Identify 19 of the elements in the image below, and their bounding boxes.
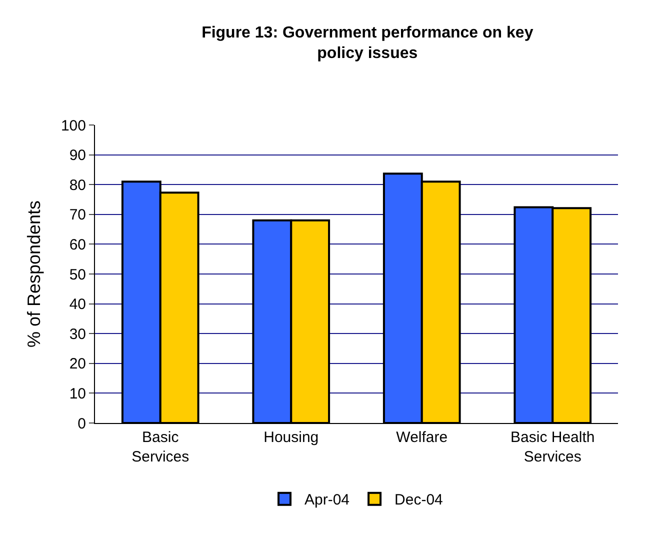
y-axis-title: % of Respondents	[24, 200, 44, 348]
legend-label: Apr-04	[304, 492, 350, 509]
y-tick-label: 60	[69, 236, 86, 254]
y-tick-label: 40	[69, 296, 86, 314]
y-tick-label: 0	[78, 415, 86, 432]
y-tick-label: 90	[69, 147, 86, 164]
chart-title: Figure 13: Government performance on key policy issues	[202, 24, 534, 62]
y-tick-label: 10	[69, 385, 86, 402]
y-tick-label: 100	[60, 117, 86, 134]
x-tick-label: Basic Health Services	[510, 429, 595, 466]
y-tick-label: 70	[69, 206, 86, 224]
y-tick-label: 30	[69, 326, 86, 343]
legend-label: Dec-04	[394, 492, 443, 509]
x-tick-label: Basic Services	[132, 429, 190, 466]
x-tick-label: Housing	[264, 429, 319, 446]
x-tick-label: Welfare	[396, 429, 448, 446]
y-tick-label: 20	[69, 356, 86, 373]
y-tick-label: 80	[69, 176, 86, 194]
y-tick-label: 50	[69, 266, 86, 284]
